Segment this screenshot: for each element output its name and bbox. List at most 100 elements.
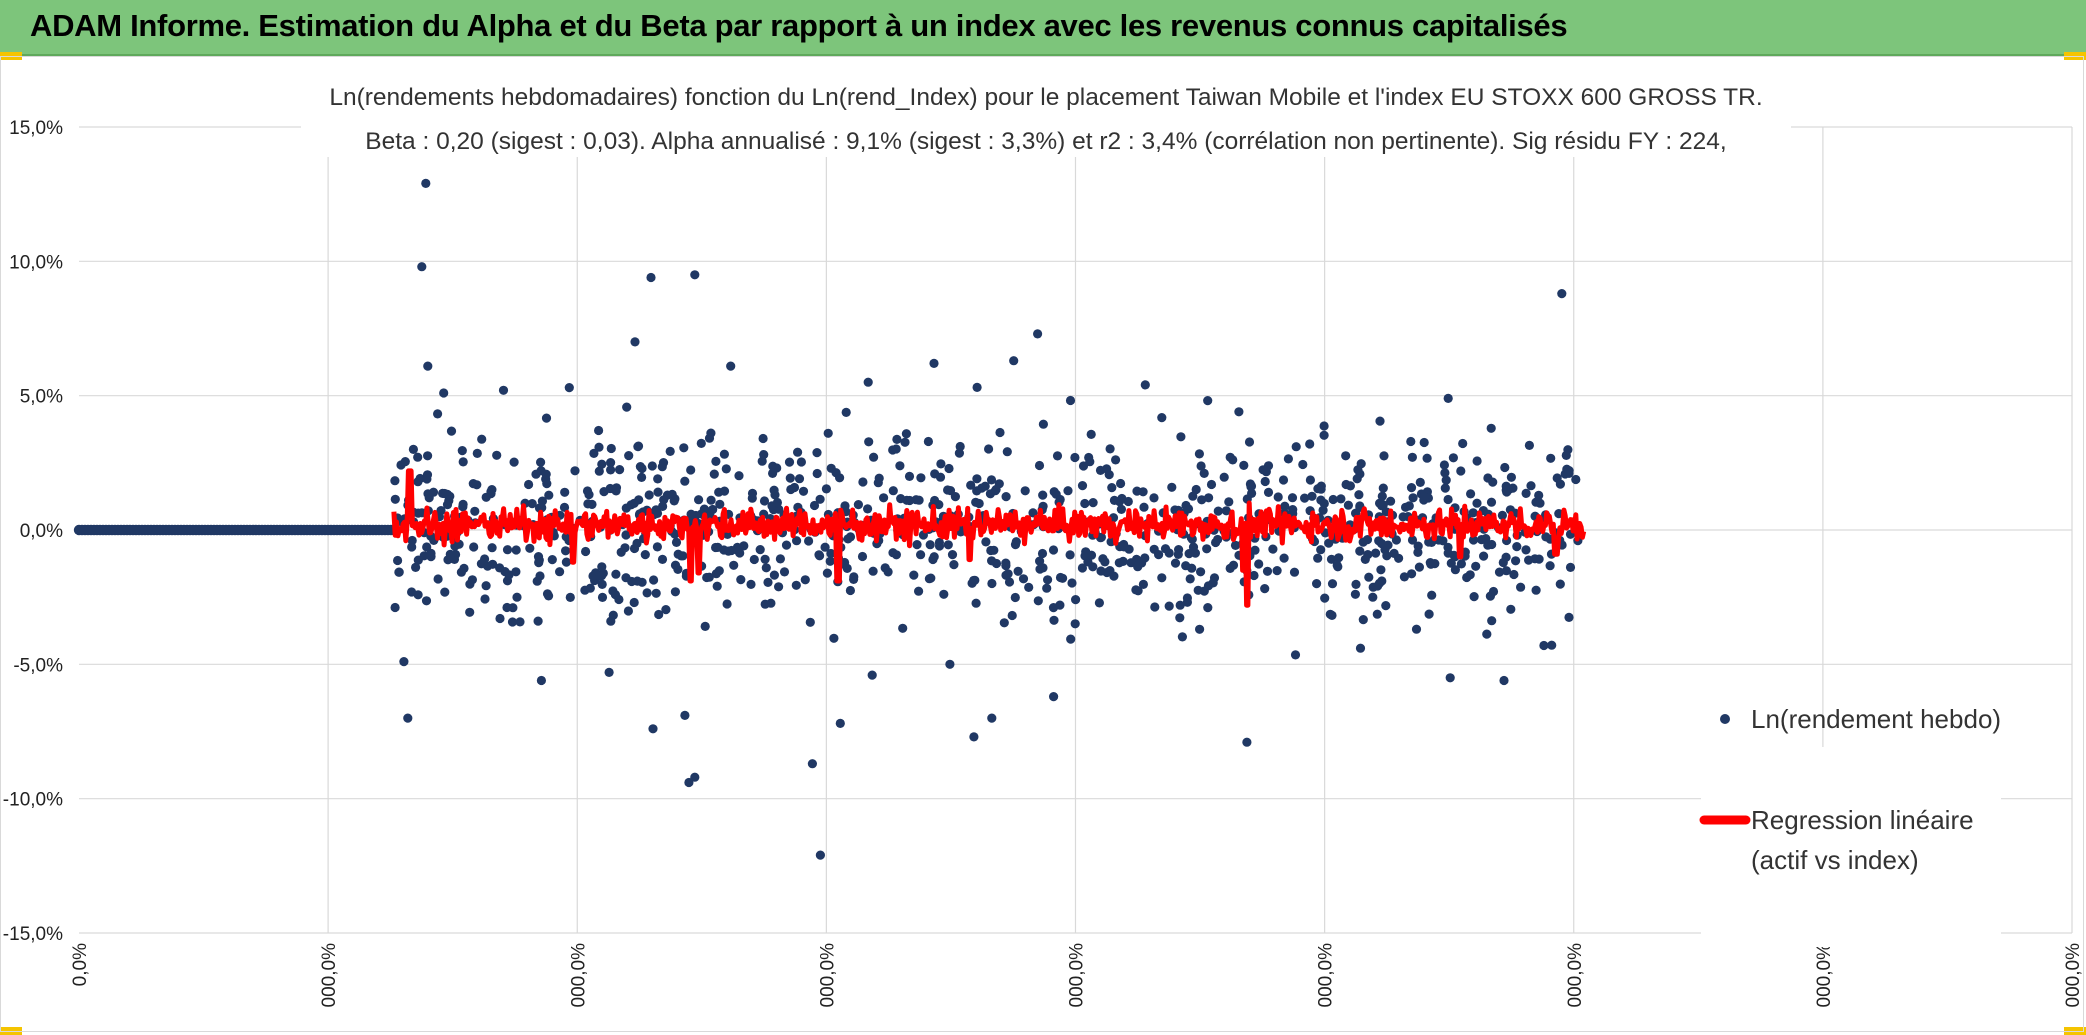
data-point (492, 450, 502, 460)
data-point (673, 549, 683, 559)
data-point (1479, 551, 1489, 561)
data-point (1225, 563, 1235, 573)
data-point (1560, 469, 1570, 479)
data-point (1487, 539, 1497, 550)
data-point (620, 543, 630, 553)
data-point (1175, 600, 1185, 610)
data-point (849, 572, 859, 582)
data-point (1486, 497, 1497, 507)
data-point (1107, 483, 1117, 493)
data-point (1199, 586, 1209, 596)
data-point (653, 474, 663, 484)
data-point (916, 473, 926, 483)
data-point (1080, 498, 1090, 509)
data-point (699, 504, 710, 514)
data-point (1084, 452, 1094, 463)
data-point (800, 575, 810, 585)
data-point (1408, 493, 1418, 503)
data-point (1011, 537, 1021, 547)
data-point (1382, 551, 1392, 561)
data-point (1378, 500, 1388, 510)
data-point (649, 575, 659, 585)
data-point (934, 541, 945, 551)
data-point (581, 546, 591, 557)
data-point (869, 452, 879, 462)
data-point (665, 446, 675, 456)
data-point (1033, 596, 1043, 606)
chart-frame: 15,0% 10,0% 5,0% 0,0% -5,0% -10,0% -15,0% 0,0% 0… (0, 56, 2084, 1032)
data-point (784, 457, 795, 467)
data-point (1450, 565, 1460, 575)
data-point (1224, 497, 1234, 507)
data-point (943, 540, 953, 550)
data-point (815, 850, 826, 860)
data-point (1472, 498, 1482, 508)
data-point (560, 487, 570, 497)
data-point (1363, 550, 1373, 560)
data-point (1164, 548, 1174, 558)
data-point (1230, 540, 1241, 550)
data-point (648, 724, 658, 734)
data-point (629, 543, 640, 554)
data-point (739, 541, 749, 551)
data-point (1157, 573, 1167, 583)
data-point (1506, 472, 1516, 482)
data-point (1209, 573, 1220, 583)
data-point (863, 504, 873, 514)
data-point (1512, 542, 1522, 552)
data-point (1413, 541, 1423, 551)
data-point (458, 499, 468, 509)
data-point (914, 495, 924, 505)
data-point (1066, 634, 1076, 644)
data-point (487, 543, 497, 553)
data-point (459, 563, 469, 573)
data-point (1530, 554, 1540, 564)
data-point (394, 567, 404, 577)
data-point (1355, 546, 1365, 556)
data-point (1499, 675, 1509, 686)
data-point (1250, 545, 1260, 555)
data-point (1368, 592, 1378, 602)
data-point (1555, 579, 1565, 589)
data-point (481, 492, 491, 502)
data-point (570, 466, 580, 476)
data-point (971, 598, 981, 608)
data-point (1065, 550, 1075, 560)
data-point (634, 495, 644, 505)
data-point (736, 575, 746, 585)
data-point (825, 556, 835, 566)
data-point (1318, 505, 1328, 515)
data-point (606, 458, 616, 468)
data-point (1244, 437, 1255, 447)
data-point (511, 567, 521, 577)
chart-title: Ln(rendements hebdomadaires) fonction du… (301, 77, 1791, 157)
data-point (1440, 468, 1450, 478)
data-point (1188, 491, 1198, 501)
data-point (515, 617, 525, 627)
data-point (1199, 468, 1209, 478)
data-point (868, 566, 878, 576)
data-point (1038, 490, 1048, 500)
data-point (1070, 452, 1080, 463)
data-point (1307, 491, 1317, 501)
data-point (1071, 595, 1081, 605)
data-point (775, 554, 786, 564)
data-point (1263, 487, 1274, 497)
data-point (1364, 572, 1374, 582)
y-tick-label: 0,0% (20, 521, 63, 542)
data-point (1564, 612, 1574, 623)
data-point (809, 500, 820, 511)
data-point (1002, 447, 1012, 457)
data-point (944, 463, 954, 474)
data-point (509, 457, 519, 467)
data-point (690, 270, 700, 280)
data-point (1563, 445, 1573, 455)
data-point (1138, 487, 1148, 497)
data-point (608, 610, 618, 620)
data-point (1377, 491, 1387, 501)
data-point (680, 476, 690, 486)
data-point (654, 609, 664, 620)
data-point (1010, 592, 1020, 603)
data-point (981, 537, 991, 547)
data-point (559, 502, 570, 512)
